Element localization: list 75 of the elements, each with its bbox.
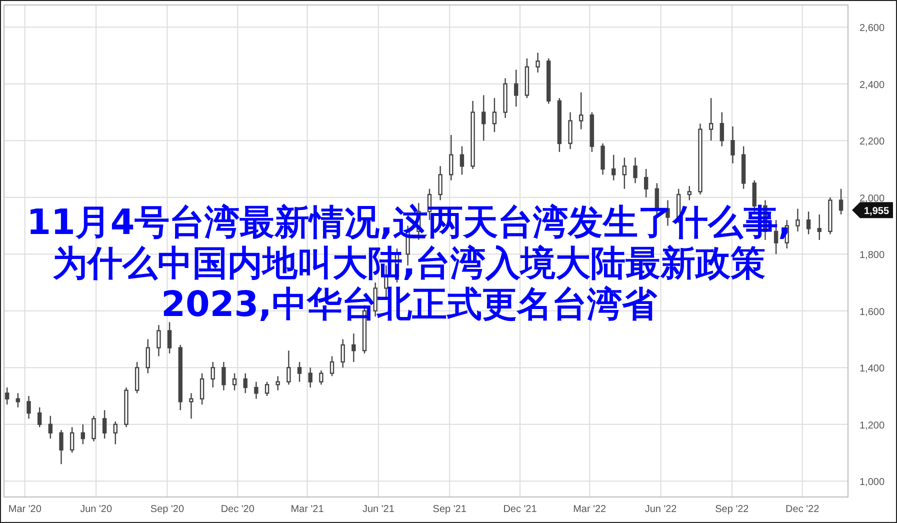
x-tick-label: Sep '20 xyxy=(150,504,184,515)
candlestick xyxy=(232,372,237,391)
candlestick xyxy=(330,356,334,377)
candlestick xyxy=(482,94,486,142)
annotation: 1,955 xyxy=(864,206,890,218)
candlestick xyxy=(514,69,518,108)
candlestick xyxy=(286,350,291,386)
x-tick-label: Jun '21 xyxy=(362,504,395,515)
y-tick-label: 2,600 xyxy=(859,23,885,34)
x-tick-label: Dec '21 xyxy=(503,504,538,515)
candlestick xyxy=(460,146,464,176)
candlestick xyxy=(633,157,638,184)
y-tick-label: 1,000 xyxy=(859,477,885,488)
candlestick xyxy=(806,210,811,235)
x-tick-label: Mar '21 xyxy=(290,504,324,515)
candlestick xyxy=(102,410,107,440)
candlestick xyxy=(612,154,616,181)
candlestick xyxy=(92,415,96,442)
candlestick xyxy=(568,112,572,150)
candlestick xyxy=(492,97,497,133)
y-tick-label: 1,200 xyxy=(859,420,885,432)
candlestick xyxy=(210,361,215,388)
candlestick xyxy=(536,52,540,74)
y-tick-label: 2,200 xyxy=(859,136,885,148)
candlestick xyxy=(817,214,822,241)
candlestick xyxy=(264,381,270,397)
candlestick xyxy=(70,426,74,454)
candlestick xyxy=(243,372,248,394)
candlestick xyxy=(838,188,844,215)
candlestick xyxy=(276,376,280,391)
candlestick xyxy=(80,424,86,445)
candlestick xyxy=(438,166,442,201)
candlestick xyxy=(222,361,226,391)
x-tick-label: Mar '20 xyxy=(8,504,42,515)
candlestick xyxy=(26,395,31,420)
y-tick-label: 2,400 xyxy=(859,80,885,91)
candlestick xyxy=(600,142,605,176)
candlestick xyxy=(189,392,194,420)
candlestick xyxy=(200,372,204,406)
x-tick-label: Mar '22 xyxy=(573,504,607,515)
candlestick xyxy=(146,338,150,374)
candlestick xyxy=(352,332,356,363)
candlestick xyxy=(59,429,64,465)
candlestick xyxy=(297,361,302,382)
candlestick xyxy=(730,126,735,164)
x-tick-label: Dec '20 xyxy=(220,504,255,515)
candlestick xyxy=(644,168,648,198)
candlestick xyxy=(340,338,345,368)
candlestick xyxy=(319,370,324,386)
candlestick xyxy=(37,406,42,428)
x-tick-label: Dec '22 xyxy=(786,504,820,515)
candlestick xyxy=(308,367,312,388)
candlestick xyxy=(708,97,714,142)
candlestick xyxy=(579,92,584,130)
candlestick xyxy=(254,381,258,400)
candlestick xyxy=(167,322,172,354)
y-tick-label: 1,600 xyxy=(859,306,885,318)
y-tick-label: 1,800 xyxy=(859,250,885,262)
y-tick-label: 1,400 xyxy=(859,364,885,375)
candlestick xyxy=(16,392,20,408)
candlestick xyxy=(4,386,10,406)
candlestick xyxy=(113,420,118,445)
candlestick xyxy=(622,157,627,190)
candlestick xyxy=(134,361,140,394)
y-tick-label: 2,000 xyxy=(859,193,885,204)
x-tick-label: Jun '20 xyxy=(80,504,112,515)
candlestick xyxy=(449,134,454,181)
x-tick-label: Sep '21 xyxy=(432,504,467,515)
candlestick xyxy=(687,185,692,201)
candlestick xyxy=(48,415,53,440)
candlestick xyxy=(796,208,800,232)
x-tick-label: Jun '22 xyxy=(644,504,678,515)
candlestick xyxy=(720,112,724,147)
x-tick-label: Sep '22 xyxy=(715,504,750,515)
candlestick xyxy=(156,324,161,357)
